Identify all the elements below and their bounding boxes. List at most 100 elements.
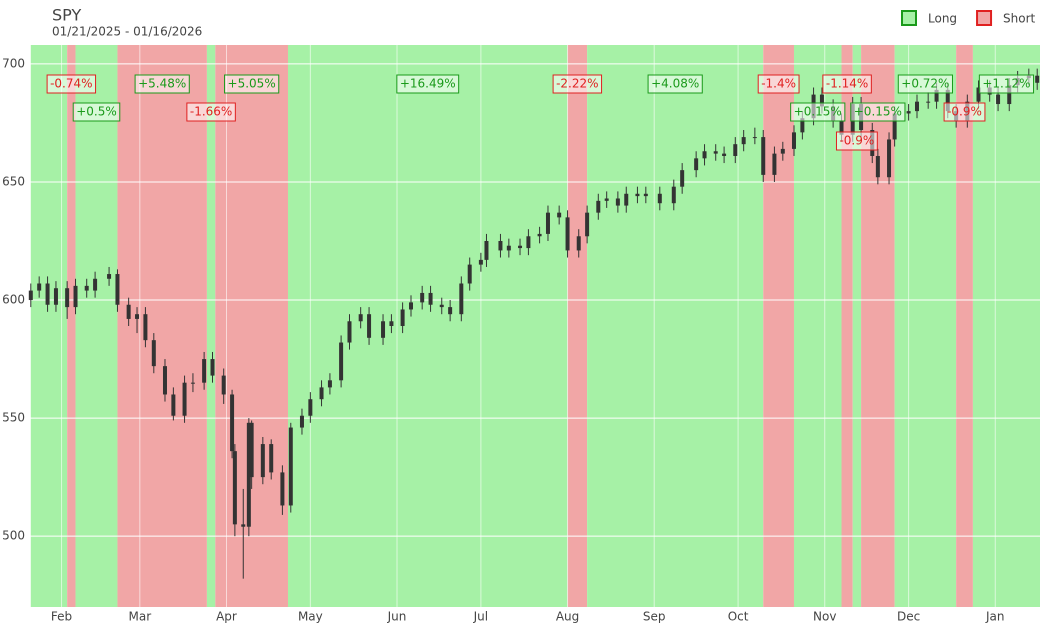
candle-body xyxy=(260,444,265,478)
candle-body xyxy=(537,233,542,237)
return-label-text: +16.49% xyxy=(400,77,456,91)
x-tick-label: Sep xyxy=(643,610,666,624)
return-label: +5.05% xyxy=(224,74,280,94)
candle-body xyxy=(232,451,237,525)
return-label-text: +0.15% xyxy=(854,105,902,119)
return-label-box xyxy=(46,74,97,94)
x-tick-label: Nov xyxy=(813,610,836,624)
candle-body xyxy=(151,340,156,367)
candle-body xyxy=(604,198,609,201)
candle-body xyxy=(115,274,120,305)
candle-body xyxy=(926,101,931,103)
candle-body xyxy=(107,274,112,279)
candle xyxy=(241,488,246,579)
candle xyxy=(65,281,70,319)
candle xyxy=(506,238,511,258)
candle-body xyxy=(624,193,629,206)
return-label: -1.66% xyxy=(186,102,236,122)
return-label-text: +4.08% xyxy=(651,77,699,91)
x-tick-label: May xyxy=(298,610,323,624)
return-label-text: +0.72% xyxy=(901,77,949,91)
return-label: +0.15% xyxy=(850,102,906,122)
candle xyxy=(741,130,746,152)
return-label: +0.15% xyxy=(790,102,846,122)
candle-body xyxy=(996,94,1001,105)
position-region xyxy=(894,45,957,607)
candle xyxy=(596,193,601,220)
candle-body xyxy=(518,245,523,249)
candle xyxy=(367,307,372,345)
x-tick-label: Apr xyxy=(216,610,237,624)
candle xyxy=(171,387,176,421)
candle-body xyxy=(162,366,167,395)
legend-label: Long xyxy=(928,12,957,26)
candle xyxy=(428,285,433,312)
candle-body xyxy=(772,153,777,175)
candle-body xyxy=(241,524,246,527)
candle xyxy=(53,281,58,312)
candle xyxy=(702,144,707,166)
candle-body xyxy=(484,240,489,260)
candle xyxy=(733,137,738,164)
candle-body xyxy=(839,120,844,135)
candle xyxy=(249,420,254,489)
candle-body xyxy=(576,236,581,251)
candle xyxy=(232,444,237,537)
return-label-box xyxy=(897,74,953,94)
candle xyxy=(202,351,207,390)
candle-body xyxy=(327,380,332,388)
candle xyxy=(190,373,195,393)
candle xyxy=(624,186,629,213)
return-label-box xyxy=(224,74,280,94)
candle-body xyxy=(596,200,601,213)
candle xyxy=(657,186,662,211)
candle-body xyxy=(694,158,699,171)
candle xyxy=(115,269,120,312)
return-label-text: +0.5% xyxy=(76,105,117,119)
candle xyxy=(478,252,483,272)
return-label-box xyxy=(943,102,986,122)
return-label-text: +5.05% xyxy=(228,77,276,91)
candle xyxy=(448,300,453,322)
candle xyxy=(73,278,78,315)
candle-body xyxy=(545,212,550,234)
candle xyxy=(210,351,215,383)
return-label-box xyxy=(72,102,121,122)
return-label: -0.9% xyxy=(835,131,878,151)
candle xyxy=(45,276,50,312)
candle-body xyxy=(37,283,42,291)
return-label: -0.74% xyxy=(46,74,97,94)
candle-body xyxy=(680,170,685,187)
candle-body xyxy=(171,394,176,416)
legend-swatch xyxy=(901,10,917,26)
candle xyxy=(615,191,620,213)
position-region xyxy=(956,45,973,607)
candle-body xyxy=(478,259,483,265)
candle-body xyxy=(269,444,274,473)
candle xyxy=(772,146,777,182)
position-region xyxy=(972,45,1040,607)
candle xyxy=(635,186,640,204)
candle-body xyxy=(319,387,324,400)
candle-body xyxy=(702,151,707,159)
candle xyxy=(906,104,911,121)
return-label: +4.08% xyxy=(647,74,703,94)
candle-body xyxy=(713,151,718,154)
candle xyxy=(498,233,503,258)
return-label-box xyxy=(790,102,846,122)
candle-body xyxy=(347,321,352,343)
x-tick-label: Mar xyxy=(129,610,152,624)
position-region xyxy=(75,45,118,607)
x-tick-label: Oct xyxy=(728,610,749,624)
candle xyxy=(93,271,98,298)
candle-body xyxy=(741,137,746,145)
candle-body xyxy=(498,240,503,251)
return-label-box xyxy=(134,74,190,94)
position-region xyxy=(117,45,207,607)
candle-body xyxy=(791,132,796,149)
candle xyxy=(389,314,394,334)
candle-body xyxy=(428,292,433,305)
candle-body xyxy=(381,321,386,338)
return-label-text: +1.12% xyxy=(982,77,1030,91)
